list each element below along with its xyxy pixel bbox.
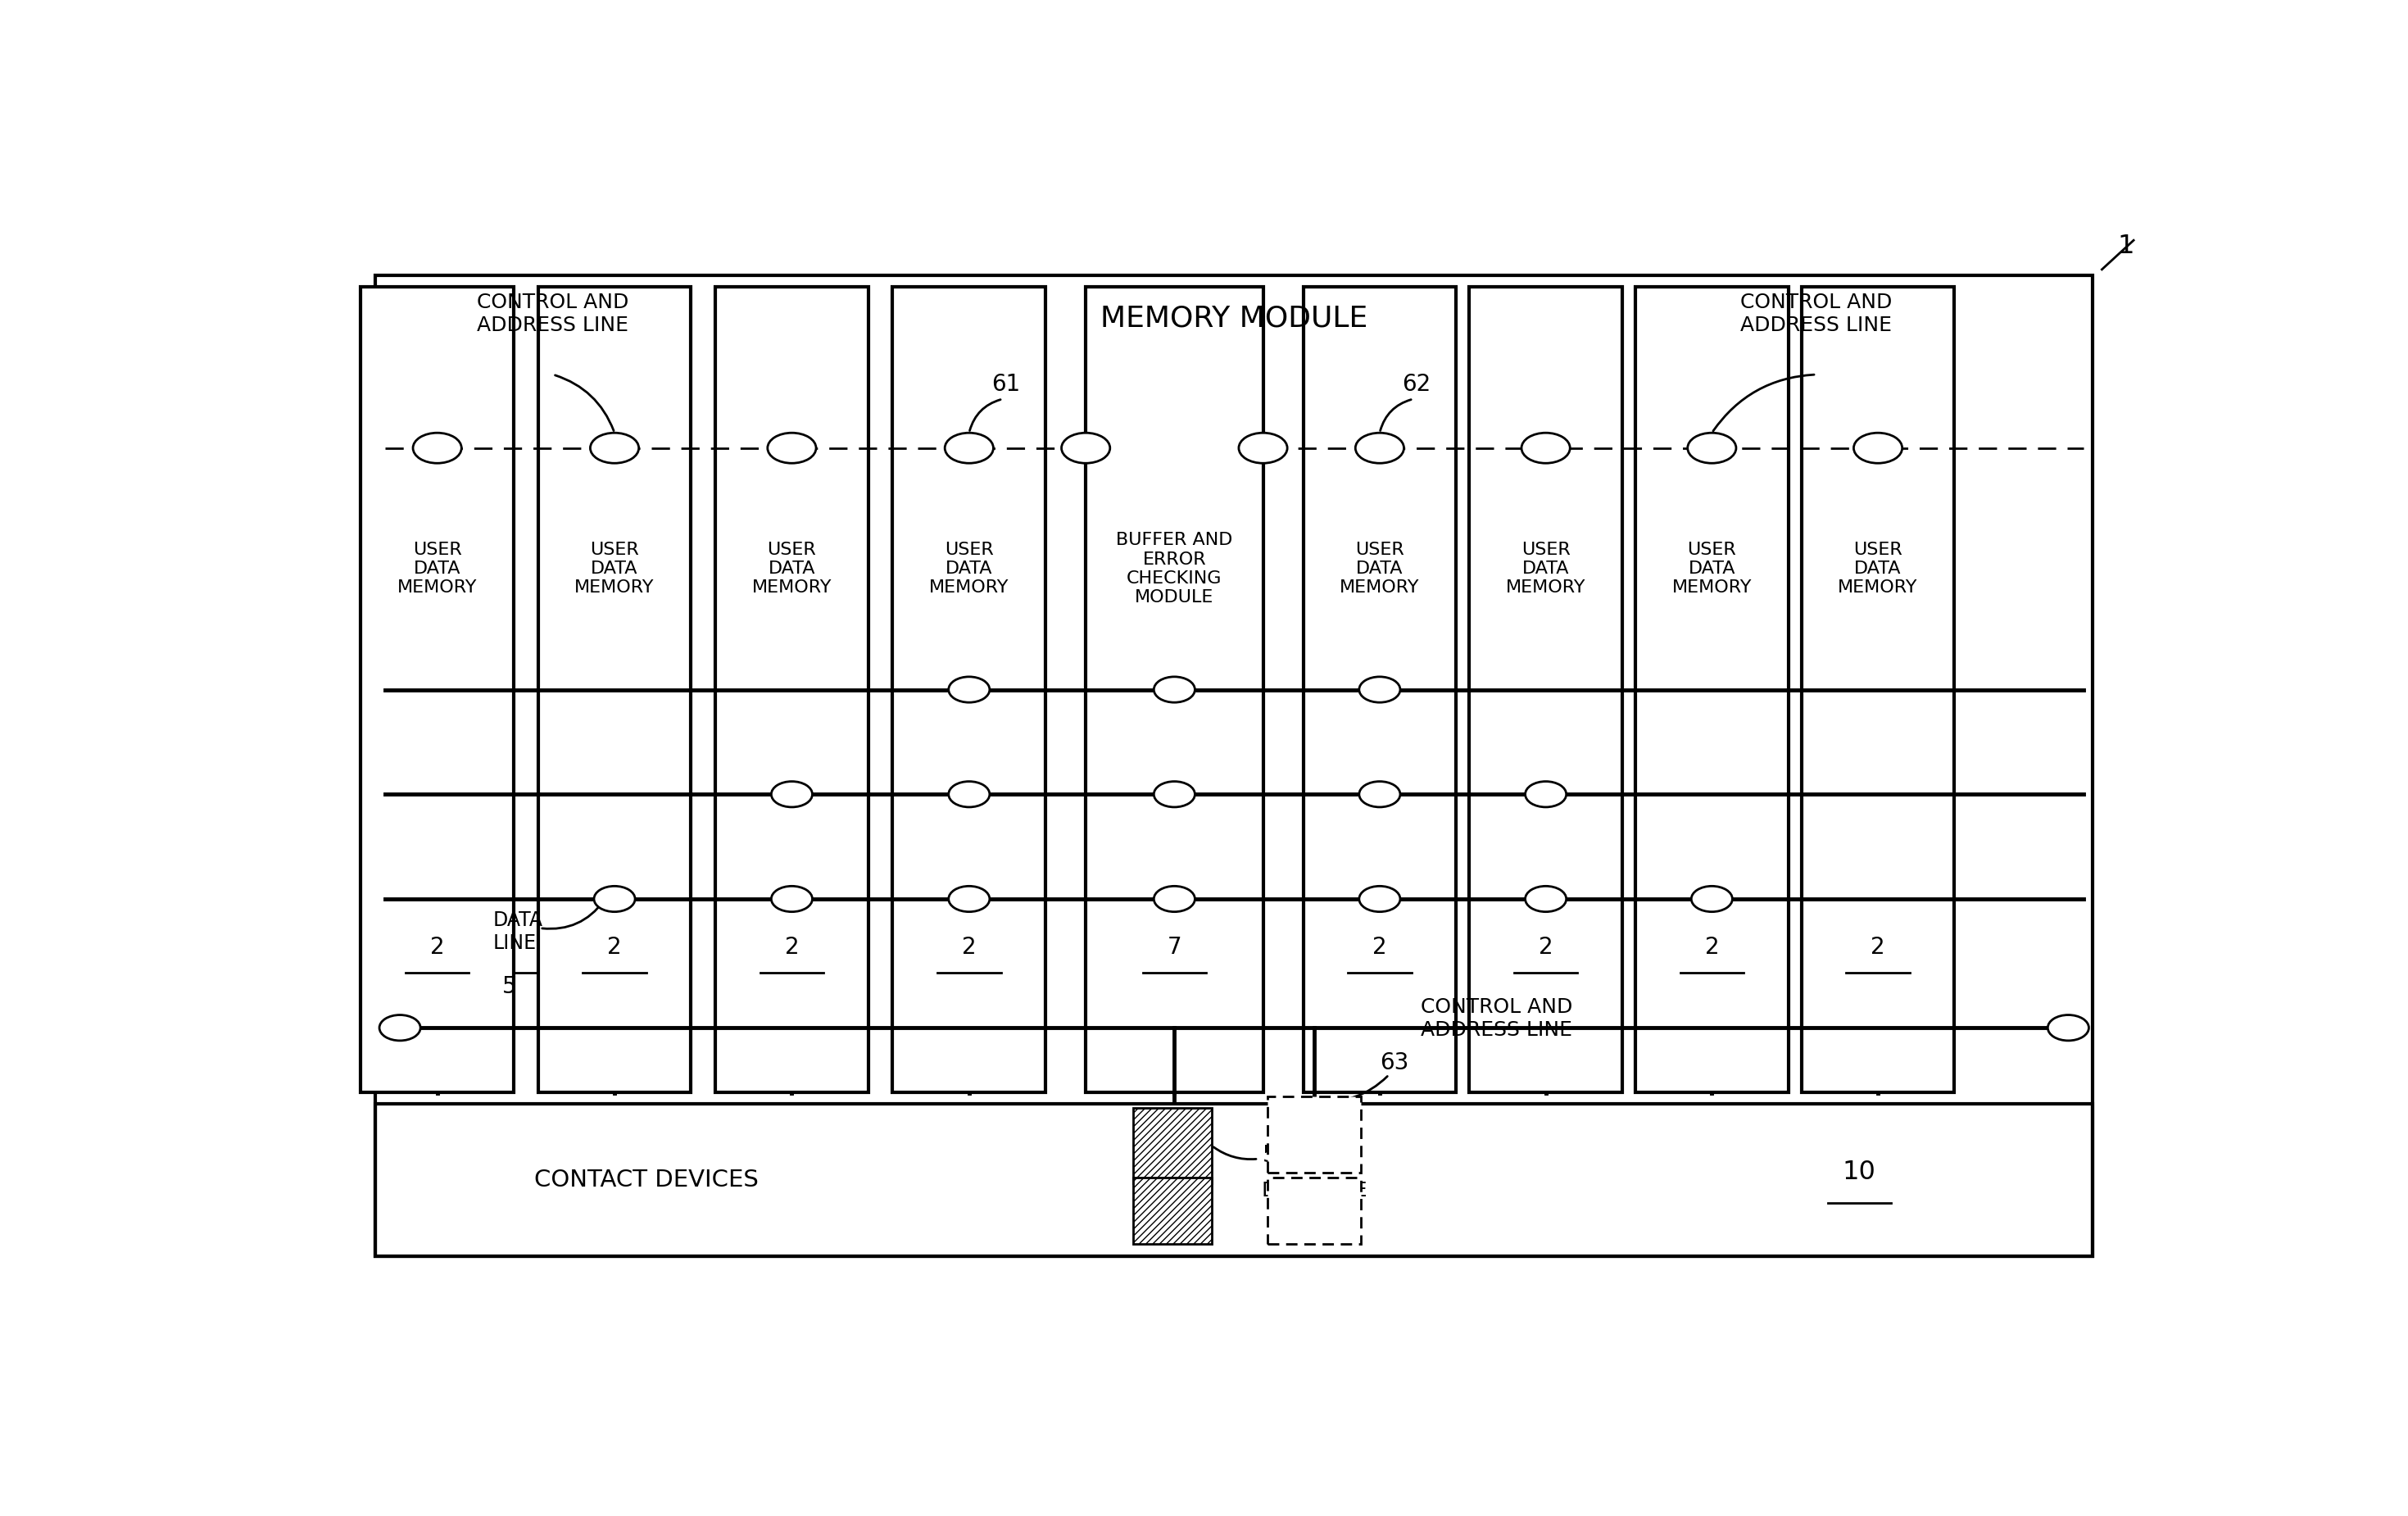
Text: 7: 7 bbox=[1168, 935, 1182, 958]
Circle shape bbox=[2047, 1014, 2088, 1040]
Bar bbox=[361, 287, 513, 1092]
Circle shape bbox=[949, 676, 990, 702]
Text: 2: 2 bbox=[961, 935, 975, 958]
Circle shape bbox=[1358, 887, 1399, 911]
Circle shape bbox=[1854, 434, 1902, 464]
Text: USER
DATA
MEMORY: USER DATA MEMORY bbox=[1505, 541, 1587, 596]
Circle shape bbox=[590, 434, 638, 464]
Text: CONTROL AND
ADDRESS LINE: CONTROL AND ADDRESS LINE bbox=[1421, 998, 1572, 1040]
Bar bbox=[893, 287, 1045, 1092]
Text: 10: 10 bbox=[1842, 1160, 1876, 1186]
Text: 51: 51 bbox=[1262, 1145, 1291, 1167]
Text: USER
DATA
MEMORY: USER DATA MEMORY bbox=[1339, 541, 1421, 596]
Bar bbox=[1303, 287, 1457, 1092]
Circle shape bbox=[1358, 781, 1399, 807]
Bar bbox=[376, 1104, 2093, 1255]
Text: USER
DATA
MEMORY: USER DATA MEMORY bbox=[751, 541, 831, 596]
Circle shape bbox=[595, 887, 636, 911]
Circle shape bbox=[771, 887, 811, 911]
Bar bbox=[715, 287, 869, 1092]
Circle shape bbox=[768, 434, 816, 464]
Circle shape bbox=[1688, 434, 1736, 464]
Bar bbox=[537, 287, 691, 1092]
Circle shape bbox=[1690, 887, 1731, 911]
Text: 1: 1 bbox=[2117, 233, 2133, 259]
Circle shape bbox=[1522, 434, 1570, 464]
Circle shape bbox=[1358, 676, 1399, 702]
Circle shape bbox=[1153, 781, 1194, 807]
Text: 2: 2 bbox=[1705, 935, 1719, 958]
Text: 5: 5 bbox=[503, 975, 518, 998]
Bar bbox=[1134, 1178, 1211, 1245]
Circle shape bbox=[944, 434, 995, 464]
Text: 2: 2 bbox=[1373, 935, 1387, 958]
Text: 2: 2 bbox=[607, 935, 621, 958]
Circle shape bbox=[949, 781, 990, 807]
Circle shape bbox=[1153, 887, 1194, 911]
Bar bbox=[1267, 1096, 1361, 1172]
Circle shape bbox=[1062, 434, 1110, 464]
Bar bbox=[1635, 287, 1789, 1092]
Text: CONTACT DEVICES: CONTACT DEVICES bbox=[535, 1169, 759, 1192]
Circle shape bbox=[1153, 676, 1194, 702]
Circle shape bbox=[949, 887, 990, 911]
Text: DATA
LINE: DATA LINE bbox=[494, 911, 544, 954]
Text: DATA LINE: DATA LINE bbox=[1262, 1181, 1368, 1201]
Bar bbox=[1267, 1178, 1361, 1245]
Text: 2: 2 bbox=[785, 935, 799, 958]
Bar bbox=[376, 276, 2093, 1255]
Bar bbox=[1469, 287, 1623, 1092]
Text: 62: 62 bbox=[1401, 373, 1430, 396]
Circle shape bbox=[771, 781, 811, 807]
Text: USER
DATA
MEMORY: USER DATA MEMORY bbox=[929, 541, 1009, 596]
Text: 2: 2 bbox=[1539, 935, 1553, 958]
Text: USER
DATA
MEMORY: USER DATA MEMORY bbox=[1671, 541, 1751, 596]
Text: 2: 2 bbox=[431, 935, 445, 958]
Text: CONTROL AND
ADDRESS LINE: CONTROL AND ADDRESS LINE bbox=[1741, 293, 1893, 335]
Text: BUFFER AND
ERROR
CHECKING
MODULE: BUFFER AND ERROR CHECKING MODULE bbox=[1115, 532, 1233, 605]
Circle shape bbox=[414, 434, 462, 464]
Text: CONTROL AND
ADDRESS LINE: CONTROL AND ADDRESS LINE bbox=[477, 293, 628, 335]
Circle shape bbox=[380, 1014, 421, 1040]
Text: USER
DATA
MEMORY: USER DATA MEMORY bbox=[1837, 541, 1917, 596]
Text: 61: 61 bbox=[992, 373, 1021, 396]
Text: MEMORY MODULE: MEMORY MODULE bbox=[1100, 305, 1368, 332]
Bar bbox=[1134, 1108, 1211, 1184]
Circle shape bbox=[1524, 781, 1565, 807]
Bar bbox=[1086, 287, 1264, 1092]
Bar bbox=[1801, 287, 1955, 1092]
Text: USER
DATA
MEMORY: USER DATA MEMORY bbox=[576, 541, 655, 596]
Text: 2: 2 bbox=[1871, 935, 1885, 958]
Circle shape bbox=[1524, 887, 1565, 911]
Circle shape bbox=[1238, 434, 1288, 464]
Circle shape bbox=[1356, 434, 1404, 464]
Text: USER
DATA
MEMORY: USER DATA MEMORY bbox=[397, 541, 477, 596]
Text: 63: 63 bbox=[1380, 1052, 1409, 1075]
